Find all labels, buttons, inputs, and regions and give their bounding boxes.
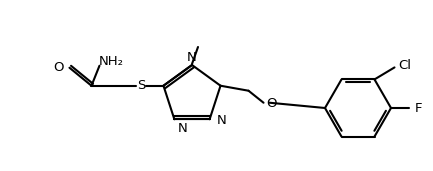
Text: S: S — [137, 79, 145, 92]
Text: F: F — [415, 102, 423, 115]
Text: NH₂: NH₂ — [99, 55, 124, 68]
Text: Cl: Cl — [398, 59, 411, 72]
Text: N: N — [187, 51, 197, 64]
Text: N: N — [216, 114, 226, 127]
Text: O: O — [267, 97, 277, 110]
Text: O: O — [53, 61, 64, 74]
Text: N: N — [178, 122, 187, 135]
